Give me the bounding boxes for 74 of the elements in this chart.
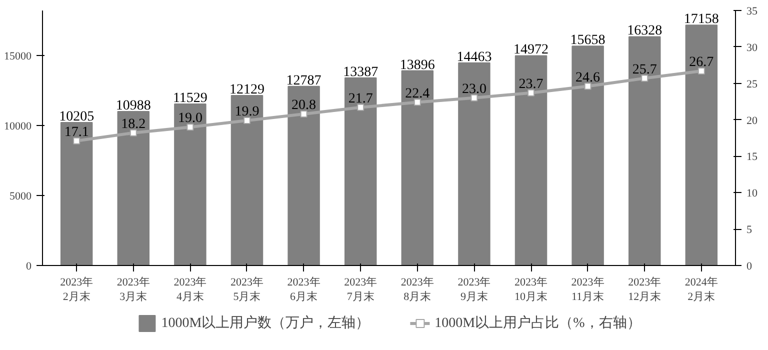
data-label: 14972: [514, 42, 549, 58]
y2-tick-label: 5: [746, 224, 752, 236]
bar: [344, 77, 377, 266]
data-label: 25.7: [632, 62, 657, 78]
data-label: 22.4: [405, 86, 430, 102]
bar: [572, 46, 604, 266]
y2-tick-label: 10: [746, 188, 758, 200]
bar: [174, 103, 206, 266]
x-tick-label: 2023年 12月末: [628, 276, 662, 303]
x-tick-label: 2023年 6月末: [287, 276, 320, 303]
data-label: 13896: [400, 58, 435, 73]
point: [130, 129, 137, 136]
x-tick-label: 2023年 4月末: [174, 276, 207, 303]
bar: [685, 24, 718, 266]
bar: [628, 36, 661, 266]
legend-label: 1000M以上用户数（万户，左轴）: [161, 314, 370, 332]
y-tick-label: 5000: [10, 190, 32, 202]
point: [641, 74, 648, 82]
x-tick-label: 2023年 8月末: [400, 276, 434, 303]
y-tick-label: 10000: [4, 120, 32, 132]
data-label: 11529: [172, 90, 208, 106]
data-label: 15658: [570, 33, 606, 48]
bar: [230, 95, 264, 266]
point: [186, 124, 194, 131]
bar: [288, 86, 320, 266]
bar: [514, 55, 548, 266]
x-tick-label: 2023年 11月末: [571, 276, 604, 303]
y2-tick-label: 30: [746, 42, 758, 54]
y2-tick-label: 0: [746, 260, 752, 272]
data-label: 26.7: [689, 54, 714, 70]
data-label: 23.0: [462, 82, 486, 97]
data-label: 23.7: [518, 76, 544, 92]
point: [414, 98, 421, 106]
legend-label: 1000M以上用户占比（%，右轴）: [434, 314, 641, 332]
y2-tick-label: 15: [746, 151, 758, 164]
point: [528, 89, 535, 96]
y-tick-label: 15000: [4, 50, 32, 62]
bar: [458, 62, 490, 266]
y2-tick-label: 20: [746, 114, 758, 127]
x-tick-label: 2023年 5月末: [230, 276, 264, 303]
y-tick-label: 0: [26, 260, 32, 272]
point: [73, 137, 80, 144]
x-tick-label: 2024年 2月末: [684, 276, 718, 303]
point: [243, 117, 250, 124]
data-label: 16328: [627, 24, 662, 39]
data-label: 13387: [343, 64, 378, 80]
data-label: 12129: [229, 82, 264, 98]
x-tick-label: 2023年 7月末: [344, 276, 378, 303]
data-label: 24.6: [576, 70, 600, 86]
x-tick-label: 2023年 10月末: [514, 276, 548, 303]
data-label: 10205: [59, 110, 94, 125]
data-label: 17.1: [64, 124, 89, 140]
data-label: 20.8: [292, 98, 316, 113]
bar: [401, 70, 434, 266]
data-label: 10988: [116, 98, 151, 114]
data-label: 19.9: [234, 104, 260, 120]
data-label: 21.7: [348, 91, 373, 106]
y2-tick-label: 35: [746, 6, 758, 18]
data-label: 19.0: [178, 111, 202, 126]
y2-tick-label: 25: [746, 78, 758, 90]
point: [584, 82, 592, 90]
x-tick-label: 2023年 3月末: [116, 276, 150, 303]
point: [357, 104, 364, 111]
data-label: 12787: [286, 73, 322, 88]
point: [300, 110, 308, 118]
point: [698, 67, 705, 74]
data-label: 18.2: [121, 116, 146, 132]
bar: [117, 111, 150, 266]
point: [470, 94, 478, 102]
x-tick-label: 2023年 9月末: [458, 276, 491, 303]
data-label: 14463: [456, 50, 492, 65]
x-tick-label: 2023年 2月末: [60, 276, 94, 303]
data-label: 17158: [684, 12, 719, 28]
bar: [60, 122, 93, 266]
